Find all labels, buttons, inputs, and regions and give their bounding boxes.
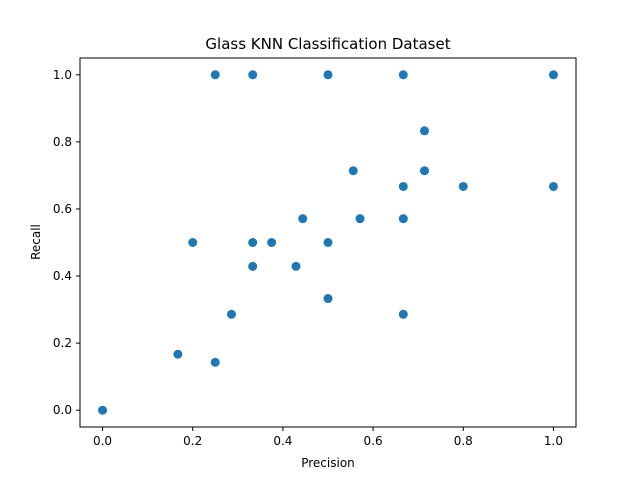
x-tick-label: 0.0	[93, 434, 112, 448]
data-point	[188, 238, 198, 247]
data-point	[348, 166, 358, 176]
x-tick-label: 0.6	[364, 434, 383, 448]
x-tick-label: 0.4	[273, 434, 292, 448]
data-point	[267, 238, 277, 247]
data-point	[291, 261, 301, 271]
data-point	[458, 181, 468, 191]
y-axis-ticks: 0.0 0.2 0.4 0.6 0.8 1.0	[53, 68, 80, 417]
data-point	[398, 214, 408, 224]
plot-frame	[79, 57, 577, 428]
data-point	[419, 166, 429, 176]
data-point	[355, 214, 365, 224]
data-point	[98, 405, 108, 415]
chart-title: Glass KNN Classification Dataset	[205, 35, 450, 53]
data-point	[398, 181, 408, 191]
y-axis-label: Recall	[29, 224, 43, 260]
y-tick-label: 0.0	[53, 403, 72, 417]
y-tick-label: 0.6	[53, 202, 72, 216]
data-point	[419, 126, 429, 136]
x-tick-label: 0.2	[183, 434, 202, 448]
data-point	[210, 357, 220, 367]
x-tick-label: 1.0	[544, 434, 563, 448]
data-point	[548, 70, 558, 80]
data-point	[548, 181, 558, 191]
y-tick-label: 1.0	[53, 68, 72, 82]
x-axis-label: Precision	[301, 456, 355, 470]
data-point	[173, 349, 183, 359]
data-point	[248, 261, 258, 271]
data-point	[323, 238, 333, 247]
data-point	[248, 238, 258, 247]
data-point	[227, 309, 237, 319]
data-points	[98, 70, 558, 415]
y-tick-label: 0.4	[53, 269, 72, 283]
data-point	[298, 214, 308, 224]
data-point	[323, 294, 333, 304]
data-point	[398, 309, 408, 319]
x-axis-ticks: 0.0 0.2 0.4 0.6 0.8 1.0	[93, 427, 563, 448]
y-tick-label: 0.2	[53, 336, 72, 350]
data-point	[210, 70, 220, 80]
x-tick-label: 0.8	[454, 434, 473, 448]
data-point	[248, 70, 258, 80]
y-tick-label: 0.8	[53, 135, 72, 149]
data-point	[323, 70, 333, 80]
data-point	[398, 70, 408, 80]
